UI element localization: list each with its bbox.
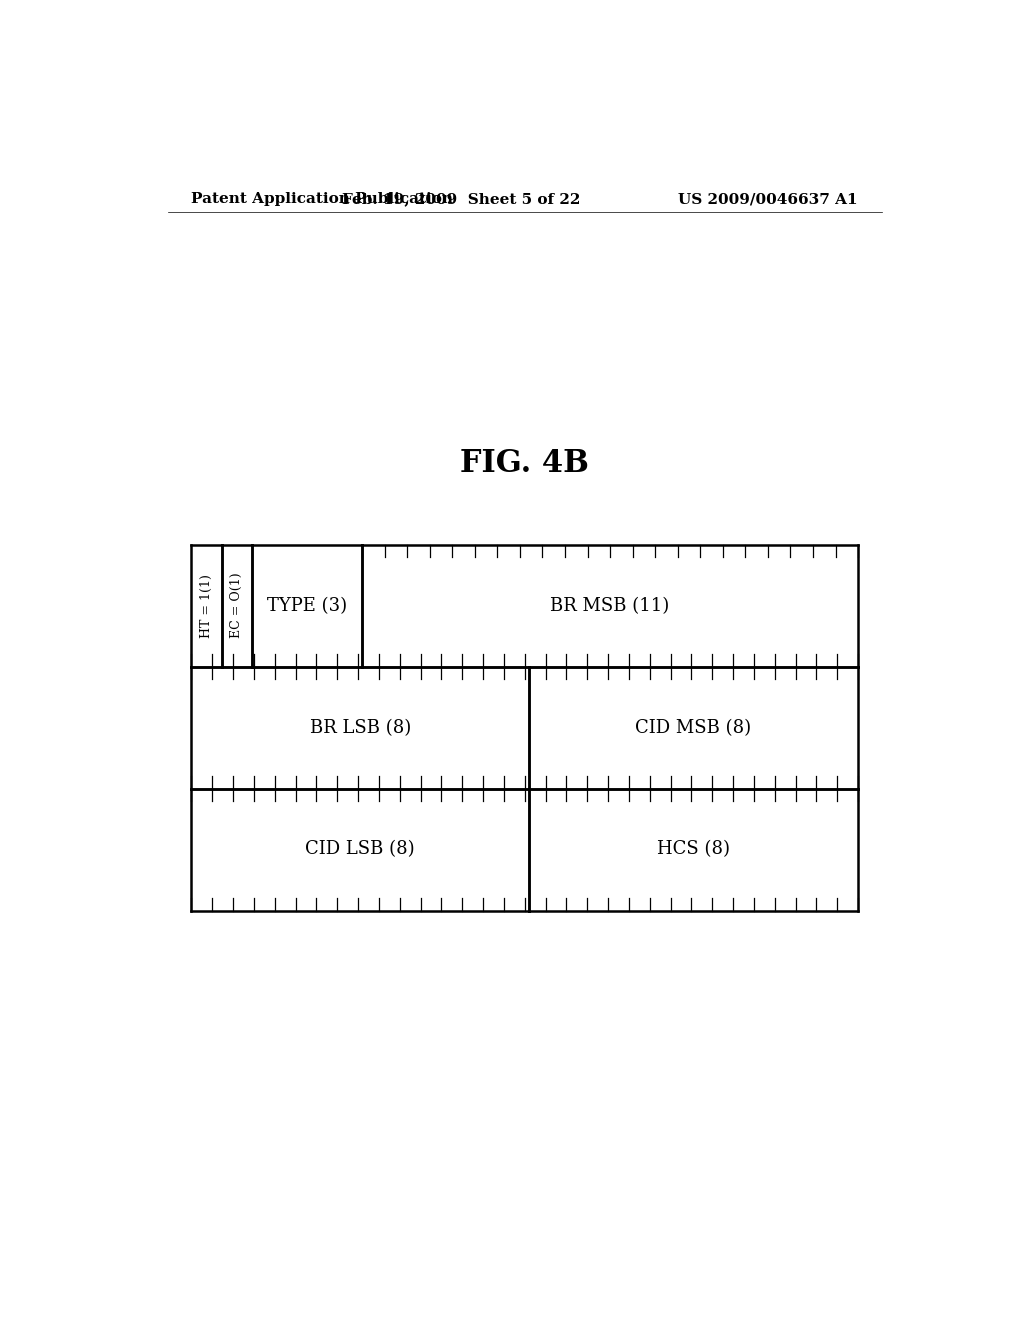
Text: CID MSB (8): CID MSB (8): [635, 718, 752, 737]
Text: TYPE (3): TYPE (3): [267, 597, 347, 615]
Text: Patent Application Publication: Patent Application Publication: [191, 191, 454, 206]
Text: US 2009/0046637 A1: US 2009/0046637 A1: [679, 191, 858, 206]
Text: CID LSB (8): CID LSB (8): [305, 841, 415, 858]
Text: HCS (8): HCS (8): [657, 841, 730, 858]
Text: HT = 1(1): HT = 1(1): [200, 574, 213, 638]
Text: EC = O(1): EC = O(1): [230, 573, 244, 639]
Text: BR LSB (8): BR LSB (8): [309, 718, 411, 737]
Text: Feb. 19, 2009  Sheet 5 of 22: Feb. 19, 2009 Sheet 5 of 22: [342, 191, 581, 206]
Text: BR MSB (11): BR MSB (11): [551, 597, 670, 615]
Text: FIG. 4B: FIG. 4B: [461, 447, 589, 479]
